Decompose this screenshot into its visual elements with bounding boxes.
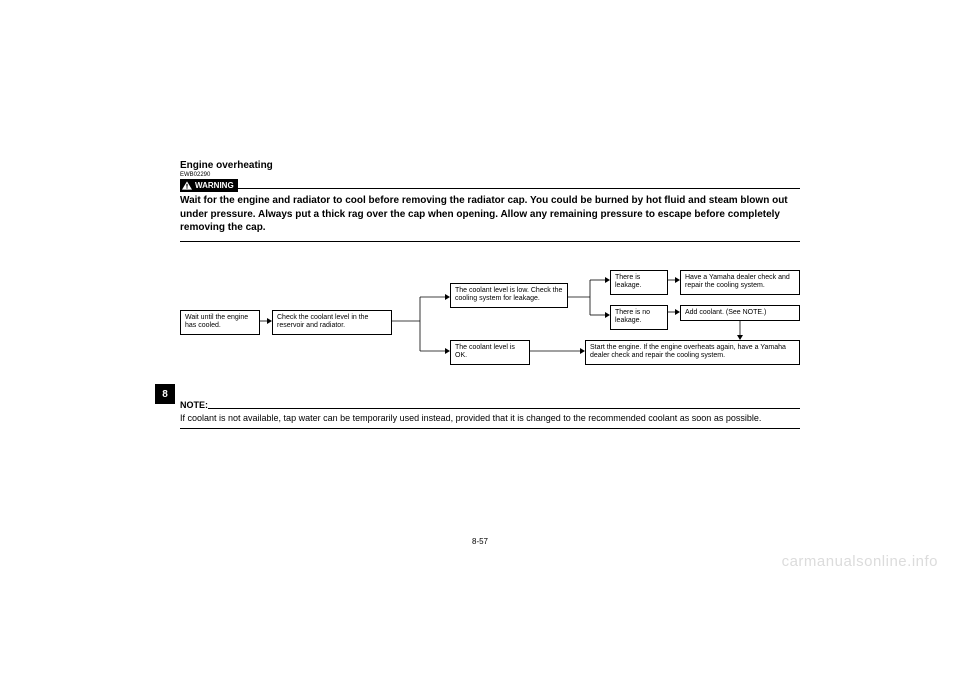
flow-box-dealer: Have a Yamaha dealer check and repair th… (680, 270, 800, 296)
section-heading: Engine overheating (180, 160, 800, 171)
manual-page: Engine overheating EWB02290 WARNING Wait… (180, 160, 800, 429)
note-end-divider (180, 428, 800, 429)
flow-box-wait: Wait until the engine has cooled. (180, 310, 260, 336)
note-label: NOTE: (180, 400, 208, 410)
flow-box-ok: The coolant level is OK. (450, 340, 530, 366)
warning-label: WARNING (195, 181, 234, 190)
note-text: If coolant is not available, tap water c… (180, 412, 800, 424)
rule-divider (180, 241, 800, 242)
watermark: carmanualsonline.info (782, 553, 938, 570)
page-number: 8-57 (472, 537, 488, 546)
warning-divider (238, 188, 800, 189)
flow-box-check: Check the coolant level in the reservoir… (272, 310, 392, 336)
flow-box-noleak: There is no leakage. (610, 305, 668, 331)
troubleshooting-flowchart: Wait until the engine has cooled. Check … (180, 260, 800, 380)
note-row: NOTE: (180, 400, 800, 410)
flow-box-add: Add coolant. (See NOTE.) (680, 305, 800, 322)
warning-row: WARNING (180, 179, 800, 192)
flow-box-start: Start the engine. If the engine overheat… (585, 340, 800, 366)
warning-badge: WARNING (180, 179, 238, 192)
reference-code: EWB02290 (180, 172, 800, 178)
warning-triangle-icon (182, 181, 192, 190)
flow-box-low: The coolant level is low. Check the cool… (450, 283, 568, 309)
note-divider (208, 408, 800, 409)
chapter-tab: 8 (155, 384, 175, 404)
flow-box-leak: There is leakage. (610, 270, 668, 296)
warning-text: Wait for the engine and radiator to cool… (180, 194, 800, 235)
